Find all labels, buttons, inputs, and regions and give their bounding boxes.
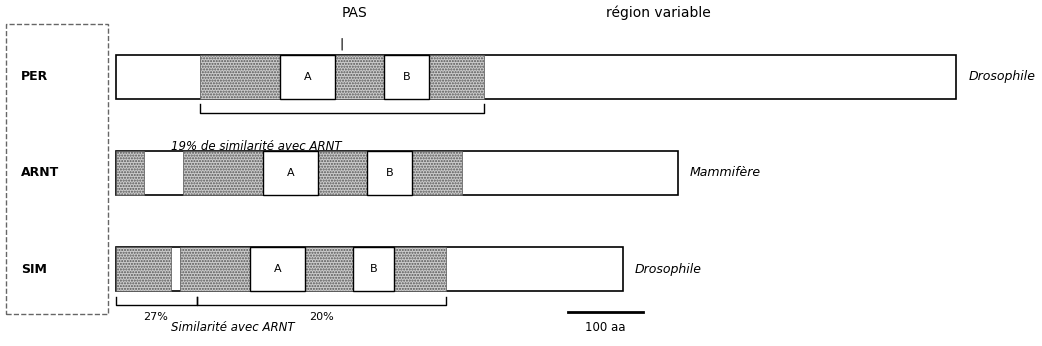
Text: Drosophile: Drosophile — [968, 70, 1036, 83]
Bar — [318, 151, 368, 195]
Bar — [384, 55, 429, 99]
Text: Drosophile: Drosophile — [635, 263, 702, 276]
Text: PAS: PAS — [342, 6, 368, 20]
Bar — [263, 151, 318, 195]
Text: B: B — [386, 168, 394, 178]
Text: A: A — [287, 168, 294, 178]
Bar — [200, 55, 280, 99]
Text: Mammifère: Mammifère — [690, 166, 761, 180]
Text: région variable: région variable — [605, 6, 711, 20]
Text: B: B — [370, 264, 377, 274]
Text: 27%: 27% — [143, 312, 168, 322]
Text: 20%: 20% — [309, 312, 334, 322]
Text: 100 aa: 100 aa — [585, 321, 625, 334]
Text: SIM: SIM — [21, 263, 47, 276]
Bar — [368, 151, 413, 195]
Text: A: A — [274, 264, 281, 274]
Bar — [429, 55, 483, 99]
Bar — [116, 55, 957, 99]
Bar — [116, 247, 171, 291]
Bar — [394, 247, 446, 291]
Bar — [280, 55, 334, 99]
Text: ARNT: ARNT — [21, 166, 59, 180]
Bar — [250, 247, 305, 291]
Bar — [180, 247, 250, 291]
Bar — [116, 247, 623, 291]
Text: B: B — [403, 72, 411, 82]
Bar — [413, 151, 462, 195]
Bar — [116, 151, 678, 195]
Bar — [116, 151, 144, 195]
Text: A: A — [303, 72, 312, 82]
Bar — [305, 247, 352, 291]
Bar — [334, 55, 384, 99]
Text: Similarité avec ARNT: Similarité avec ARNT — [171, 321, 294, 334]
Bar — [6, 24, 107, 314]
Bar — [352, 247, 394, 291]
Text: 19% de similarité avec ARNT: 19% de similarité avec ARNT — [171, 140, 341, 153]
Bar — [183, 151, 263, 195]
Text: PER: PER — [21, 70, 49, 83]
